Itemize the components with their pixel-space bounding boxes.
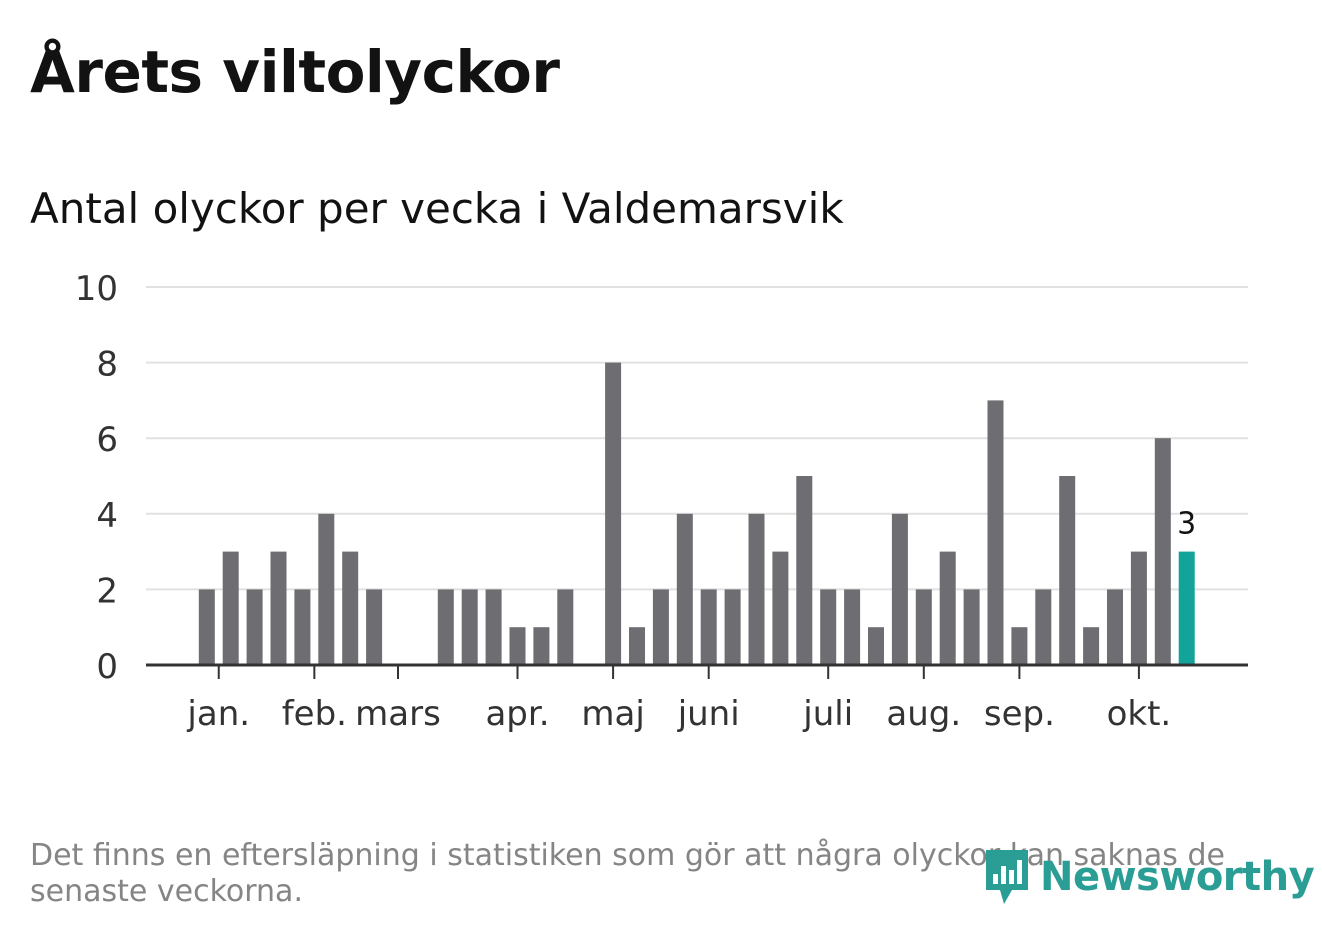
- bar: [1083, 627, 1100, 665]
- bar-highlight: [1178, 551, 1195, 665]
- chart-subtitle: Antal olyckor per vecka i Valdemarsvik: [30, 184, 844, 233]
- bar: [533, 627, 550, 665]
- bar: [605, 362, 622, 665]
- bar: [796, 476, 813, 665]
- x-tick-label: aug.: [886, 694, 961, 734]
- bar: [461, 589, 478, 665]
- gridlines: [146, 286, 1248, 591]
- bar: [987, 400, 1004, 665]
- x-tick-label: juni: [677, 694, 740, 734]
- x-axis: jan. feb. mars apr. maj juni juli aug. sep. okt.: [146, 663, 1248, 734]
- bar: [820, 589, 837, 665]
- bars: [198, 362, 1195, 665]
- bar: [915, 589, 932, 665]
- x-tick-label: okt.: [1107, 694, 1172, 734]
- bar: [844, 589, 861, 665]
- bar: [366, 589, 383, 665]
- y-tick-label: 8: [96, 345, 118, 385]
- bar: [1011, 627, 1028, 665]
- bar: [1035, 589, 1052, 665]
- bar: [724, 589, 741, 665]
- y-tick-label: 10: [75, 269, 118, 309]
- bar: [222, 551, 239, 665]
- bar: [437, 589, 454, 665]
- x-tick-label: maj: [581, 694, 644, 734]
- bar: [198, 589, 215, 665]
- bar: [557, 589, 574, 665]
- bar: [652, 589, 669, 665]
- x-tick-label: feb.: [282, 694, 347, 734]
- y-axis-ticks: 0 2 4 6 8 10: [75, 269, 118, 687]
- x-tick-label: mars: [355, 694, 441, 734]
- bar: [1107, 589, 1123, 665]
- y-tick-label: 0: [96, 647, 118, 687]
- bar: [676, 513, 693, 665]
- bar-chart: 0 2 4 6 8 10 jan. feb. mars apr. maj juni juli aug. s…: [75, 269, 1248, 734]
- chart-title: Årets viltolyckor: [30, 38, 560, 106]
- bar: [868, 627, 884, 665]
- bar: [342, 551, 359, 665]
- x-tick-label: sep.: [984, 694, 1055, 734]
- bar: [629, 627, 645, 665]
- bar: [772, 551, 789, 665]
- bar: [485, 589, 502, 665]
- newsworthy-logo[interactable]: Newsworthy: [982, 846, 1315, 908]
- bar: [1059, 476, 1076, 665]
- bar: [748, 513, 765, 665]
- bar: [1130, 551, 1147, 665]
- x-tick-label: jan.: [186, 694, 250, 734]
- logo-text: Newsworthy: [1040, 854, 1315, 900]
- data-labels: 3: [1177, 507, 1196, 542]
- bar: [318, 513, 335, 665]
- x-tick-label: apr.: [485, 694, 549, 734]
- bar: [891, 513, 908, 665]
- newsworthy-logo-icon: [986, 850, 1028, 904]
- bar: [1154, 438, 1171, 665]
- bar: [246, 589, 263, 665]
- x-tick-label: juli: [802, 694, 853, 734]
- y-tick-label: 4: [96, 496, 118, 536]
- bar: [509, 627, 526, 665]
- bar: [939, 551, 956, 665]
- y-tick-label: 6: [96, 420, 118, 460]
- y-tick-label: 2: [96, 571, 118, 611]
- bar: [700, 589, 717, 665]
- bar: [270, 551, 287, 665]
- bar: [294, 589, 311, 665]
- bar: [963, 589, 980, 665]
- highlight-value-label: 3: [1177, 507, 1196, 542]
